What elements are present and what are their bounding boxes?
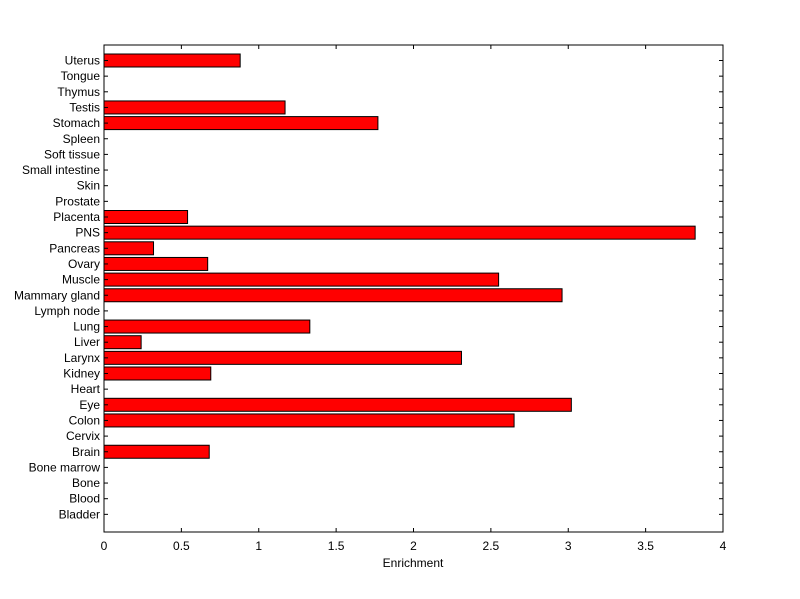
y-tick-label: Stomach [53,116,100,130]
x-tick-label: 4 [720,539,727,553]
bar-kidney [103,366,212,381]
x-tick-label: 2.5 [483,539,500,553]
y-tick-label: Small intestine [22,163,100,177]
y-tick-label: Blood [69,492,100,506]
y-tick-label: Tongue [61,69,101,83]
x-tick-label: 2 [410,539,417,553]
y-tick-label: Colon [69,413,100,427]
y-tick-label: Pancreas [49,241,100,255]
y-tick-label: Bladder [59,507,100,521]
bar-muscle [103,272,500,287]
y-tick-label: Brain [72,445,100,459]
y-tick-label: Kidney [63,367,100,381]
y-tick-label: Spleen [63,132,100,146]
y-tick-label: Thymus [57,85,100,99]
y-tick-label: Skin [77,179,100,193]
y-tick-label: Muscle [62,273,100,287]
x-tick-label: 1.5 [328,539,345,553]
y-tick-label: Testis [69,100,100,114]
x-tick-label: 3 [565,539,572,553]
bar-brain [103,444,210,459]
bar-eye [103,397,572,412]
y-tick-label: Bone [72,476,100,490]
y-tick-label: Placenta [53,210,100,224]
y-tick-label: Soft tissue [44,147,100,161]
bar-mammary-gland [103,288,563,303]
bar-lung [103,319,311,334]
y-tick-label: PNS [75,226,100,240]
bar-pns [103,225,696,240]
y-tick-label: Larynx [64,351,100,365]
y-tick-label: Cervix [66,429,100,443]
bar-liver [103,335,142,350]
x-tick-label: 0.5 [173,539,190,553]
y-tick-label: Liver [74,335,100,349]
y-tick-label: Lung [73,320,100,334]
bar-placenta [103,210,189,224]
plot-frame [103,44,724,533]
bar-uterus [103,53,241,68]
x-tick-label: 1 [255,539,262,553]
x-axis-label: Enrichment [383,556,444,570]
y-tick-label: Uterus [65,54,100,68]
y-tick-label: Prostate [55,194,100,208]
y-tick-label: Eye [79,398,100,412]
bar-colon [103,413,515,428]
bar-larynx [103,350,462,365]
y-tick-label: Mammary gland [14,288,100,302]
y-tick-label: Bone marrow [29,460,101,474]
x-tick-label: 3.5 [637,539,654,553]
bar-testis [103,100,286,115]
bar-pancreas [103,241,155,256]
bar-ovary [103,256,209,271]
x-tick-label: 0 [101,539,108,553]
y-tick-label: Ovary [68,257,100,271]
bar-stomach [103,116,379,131]
y-tick-label: Heart [71,382,101,396]
y-tick-label: Lymph node [34,304,100,318]
